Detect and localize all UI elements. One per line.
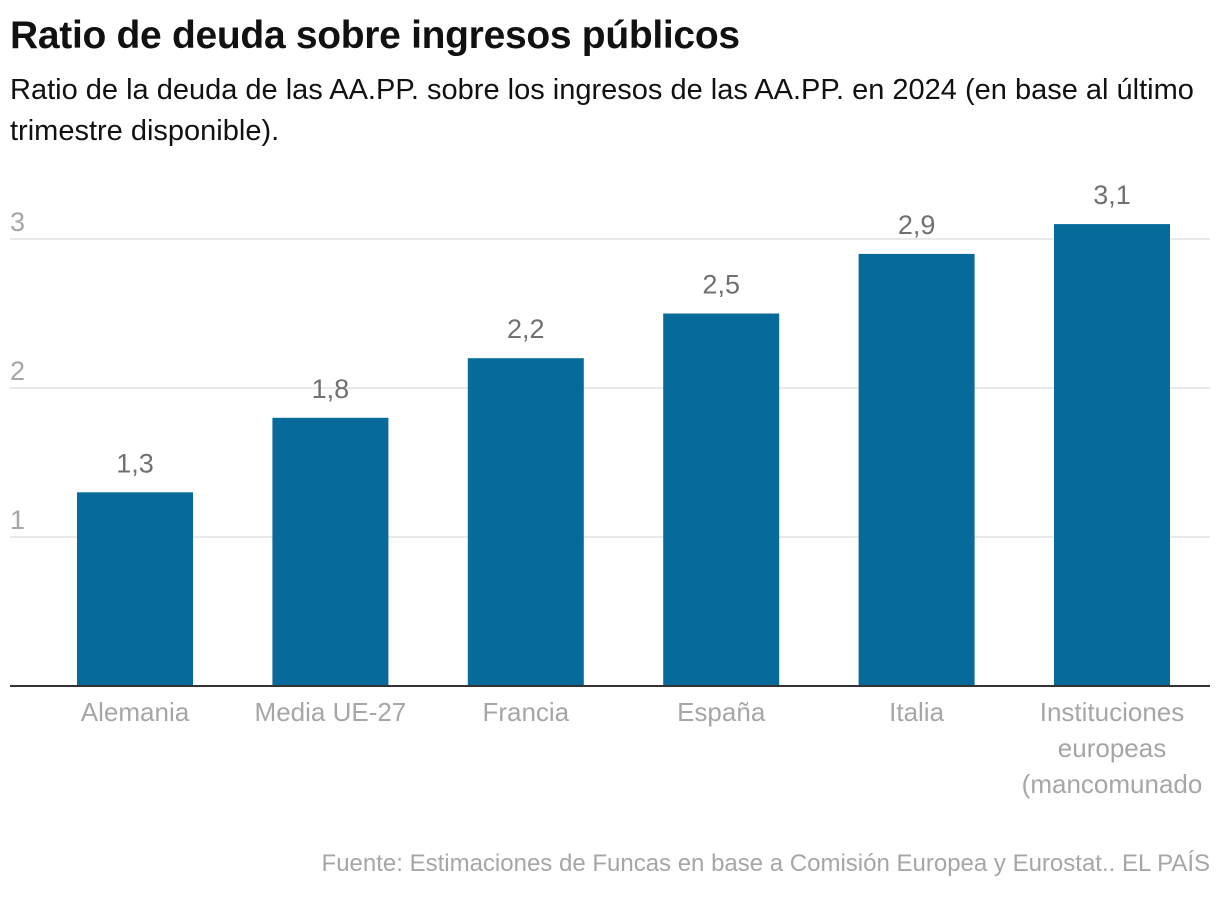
data-label: 2,9: [898, 210, 936, 240]
data-label: 1,8: [312, 374, 350, 404]
bar: [77, 492, 193, 686]
bar: [1054, 224, 1170, 686]
bar: [272, 417, 389, 686]
data-label: 3,1: [1093, 180, 1131, 210]
bar: [467, 358, 584, 686]
x-tick-label: Instituciones europeas (mancomunado: [1022, 697, 1203, 799]
x-tick-label: Francia: [482, 697, 569, 727]
bar: [663, 313, 780, 686]
chart-subtitle: Ratio de la deuda de las AA.PP. sobre lo…: [10, 74, 1194, 147]
chart-title: Ratio de deuda sobre ingresos públicos: [10, 14, 740, 57]
y-tick-label: 3: [10, 207, 25, 237]
y-tick-label: 2: [10, 356, 25, 386]
y-tick-label: 1: [10, 505, 25, 535]
data-label: 2,2: [507, 314, 545, 344]
data-label: 2,5: [702, 270, 740, 300]
x-tick-label: Alemania: [81, 697, 190, 727]
x-tick-label: Italia: [889, 697, 944, 727]
bar: [858, 253, 975, 686]
data-label: 1,3: [116, 448, 154, 478]
x-tick-label: Media UE-27: [255, 697, 407, 727]
x-tick-label: España: [677, 697, 766, 727]
source-note: Fuente: Estimaciones de Funcas en base a…: [321, 850, 1210, 877]
